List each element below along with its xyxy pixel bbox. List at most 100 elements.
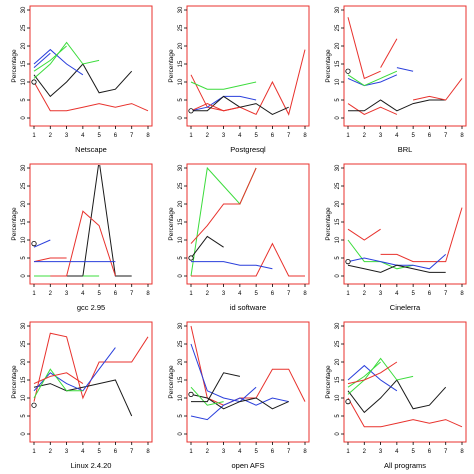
y-tick-label: 10 [335, 78, 341, 85]
plot-frame [343, 321, 467, 443]
y-tick-label: 5 [178, 414, 184, 418]
x-tick-label: 2 [49, 449, 53, 455]
y-tick-label: 25 [178, 24, 184, 31]
point-marker [31, 402, 37, 408]
x-tick-label: 6 [271, 133, 275, 139]
plot-frame [343, 5, 467, 127]
y-tick-label: 15 [21, 376, 27, 383]
y-tick-label: 10 [178, 78, 184, 85]
x-tick-label: 6 [114, 133, 118, 139]
y-tick-label: 0 [335, 274, 341, 278]
x-tick-label: 2 [206, 133, 210, 139]
y-axis-label: Percentage [168, 49, 175, 83]
x-tick-label: 8 [460, 133, 464, 139]
y-axis-label: Percentage [325, 49, 332, 83]
x-tick-label: 8 [146, 291, 150, 297]
x-tick-label: 5 [254, 449, 258, 455]
chart-panel: 0 5 10 15 20 25 30 1 2 3 4 5 6 7 8 Percentage id softwar… [168, 163, 310, 312]
x-tick-label: 2 [49, 291, 53, 297]
plot-frame [29, 163, 153, 285]
series-line-red [412, 78, 463, 101]
plot-frame [186, 321, 310, 443]
x-tick-label: 5 [411, 291, 415, 297]
x-tick-label: 2 [363, 291, 367, 297]
series-line-red [347, 228, 381, 241]
series-line-red [347, 17, 381, 80]
series-line-red [33, 257, 67, 263]
x-tick-label: 8 [460, 449, 464, 455]
x-tick-label: 8 [303, 449, 307, 455]
y-tick-label: 0 [21, 432, 27, 436]
panel-title: Linux 2.4.20 [71, 461, 112, 470]
point-marker [188, 391, 194, 397]
x-tick-label: 8 [146, 133, 150, 139]
chart-panel: 0 5 10 15 20 25 30 1 2 3 4 5 6 7 8 Percentage Linux 2.4.… [11, 321, 153, 470]
x-tick-label: 5 [411, 449, 415, 455]
series-line-blue [191, 261, 273, 270]
series-line-red [190, 49, 306, 116]
x-tick-label: 4 [238, 291, 242, 297]
x-tick-label: 4 [81, 291, 85, 297]
x-tick-label: 3 [379, 133, 383, 139]
y-tick-label: 0 [178, 116, 184, 120]
x-tick-label: 7 [287, 449, 291, 455]
x-tick-label: 1 [32, 133, 36, 139]
y-tick-label: 5 [21, 256, 27, 260]
x-tick-label: 2 [206, 291, 210, 297]
series-line-red [190, 103, 241, 112]
y-tick-label: 0 [178, 432, 184, 436]
y-tick-label: 10 [21, 236, 27, 243]
y-tick-label: 15 [335, 376, 341, 383]
x-tick-label: 6 [114, 449, 118, 455]
y-tick-label: 25 [178, 182, 184, 189]
series-line-red [191, 242, 305, 277]
y-tick-label: 10 [21, 78, 27, 85]
plot-frame [343, 163, 467, 285]
y-tick-label: 25 [335, 340, 341, 347]
x-tick-label: 5 [97, 133, 101, 139]
x-tick-label: 6 [428, 449, 432, 455]
plot-frame [186, 163, 310, 285]
x-tick-label: 5 [254, 133, 258, 139]
y-tick-label: 30 [335, 164, 341, 171]
panel-title: gcc 2.95 [77, 303, 105, 312]
x-tick-label: 3 [65, 133, 69, 139]
x-tick-label: 4 [395, 291, 399, 297]
series-line-red [190, 167, 257, 244]
y-tick-label: 20 [335, 358, 341, 365]
y-tick-label: 10 [335, 236, 341, 243]
series-line-blue [347, 74, 398, 87]
panel-title: BRL [398, 145, 413, 154]
y-tick-label: 20 [21, 42, 27, 49]
x-tick-label: 7 [444, 449, 448, 455]
y-tick-label: 30 [21, 6, 27, 13]
y-tick-label: 5 [178, 98, 184, 102]
panel-title: Cinelerra [390, 303, 421, 312]
point-marker [31, 79, 37, 85]
y-tick-label: 0 [335, 116, 341, 120]
x-tick-label: 8 [146, 449, 150, 455]
series-line-green [347, 70, 398, 87]
y-tick-label: 25 [335, 182, 341, 189]
point-marker [188, 108, 194, 114]
panel-title: id software [230, 303, 266, 312]
y-axis-label: Percentage [11, 49, 18, 83]
y-tick-label: 5 [335, 414, 341, 418]
point-marker [188, 255, 194, 261]
series-line-black [348, 99, 446, 112]
y-tick-label: 20 [178, 42, 184, 49]
x-tick-label: 7 [130, 449, 134, 455]
chart-panel: 0 5 10 15 20 25 30 1 2 3 4 5 6 7 8 Percentage BRL [325, 5, 467, 154]
x-tick-label: 4 [238, 133, 242, 139]
series-line-green [190, 386, 224, 406]
x-tick-label: 6 [114, 291, 118, 297]
x-tick-label: 4 [395, 449, 399, 455]
y-axis-label: Percentage [11, 207, 18, 241]
x-tick-label: 5 [97, 449, 101, 455]
series-line-red [380, 207, 463, 263]
y-axis-label: Percentage [168, 207, 175, 241]
x-tick-label: 3 [222, 291, 226, 297]
series-line-black [33, 379, 133, 417]
y-tick-label: 30 [335, 322, 341, 329]
